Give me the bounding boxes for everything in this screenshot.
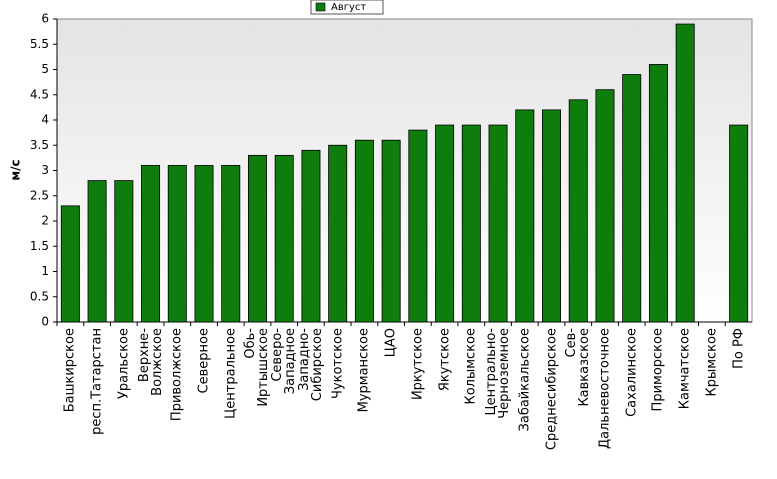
bar [381,139,401,323]
x-tick-label: Уральское [116,328,132,400]
y-tick-label: 5 [41,62,49,76]
x-tick-label: Чукотское [330,328,346,399]
y-tick-label: 2.5 [30,188,49,202]
x-tick-label: По РФ [731,328,747,369]
x-tick-label: Башкирское [62,328,78,413]
y-tick-label: 1 [41,264,49,278]
bar [274,154,294,323]
y-tick-label: 0 [41,315,49,329]
bar [568,99,588,323]
y-tick-label: 0.5 [30,289,49,303]
bar [60,205,80,323]
y-tick-label: 4 [41,113,49,127]
x-tick-label: Мурманское [356,328,372,413]
x-tick-label: Якутское [437,328,453,392]
bar [461,124,481,323]
legend-swatch [315,2,326,12]
bar [247,154,267,323]
y-tick-label: 3 [41,163,49,177]
x-tick-label: ЦАО [383,328,399,358]
bar [114,180,134,323]
x-tick-label: Иркутское [410,328,426,401]
bar [675,23,695,323]
bar [595,89,615,323]
x-tick-label: Западно- Сибирское [296,328,325,402]
plot-area [56,18,753,323]
bar [515,109,535,323]
x-tick-label: Центрально- Черноземное [484,328,513,419]
x-tick-label: респ.Татарстан [89,328,105,435]
bar [435,124,455,323]
x-tick-label: Сахалинское [624,328,640,417]
bar [354,139,374,323]
bar [167,165,187,323]
bar [729,124,749,323]
x-tick-label: Северо- Западное [270,328,299,395]
bar [542,109,562,323]
bar [141,165,161,323]
legend [310,0,384,15]
x-tick-label: Крымское [704,328,720,397]
y-tick-label: 6 [41,12,49,26]
x-tick-label: Приморское [650,328,666,412]
bar [488,124,508,323]
y-tick-label: 5.5 [30,37,49,51]
bar [648,64,668,323]
x-tick-label: Колымское [463,328,479,405]
x-tick-label: Дальневосточное [597,328,613,450]
y-tick-label: 3.5 [30,138,49,152]
x-tick-label: Забайкальское [517,328,533,432]
y-tick-label: 4.5 [30,87,49,101]
bar [622,74,642,323]
x-tick-label: Камчатское [677,328,693,410]
x-tick-label: Центральное [223,328,239,419]
legend-label: Август [331,2,366,13]
bar [221,165,241,323]
x-tick-label: Обь- Иртышское [243,328,272,407]
x-tick-label: Сев- Кавказское [564,328,593,407]
y-axis-label: м/с [9,159,23,180]
x-tick-label: Северное [196,328,212,394]
bar [87,180,107,323]
bar [328,144,348,323]
x-tick-label: Верхне- Волжское [136,328,165,396]
y-tick-label: 2 [41,214,49,228]
x-tick-label: Приволжское [169,328,185,422]
bar [301,149,321,323]
bar [408,129,428,323]
bar [194,165,214,323]
y-tick-label: 1.5 [30,239,49,253]
x-tick-label: Среднесибирское [544,328,560,451]
